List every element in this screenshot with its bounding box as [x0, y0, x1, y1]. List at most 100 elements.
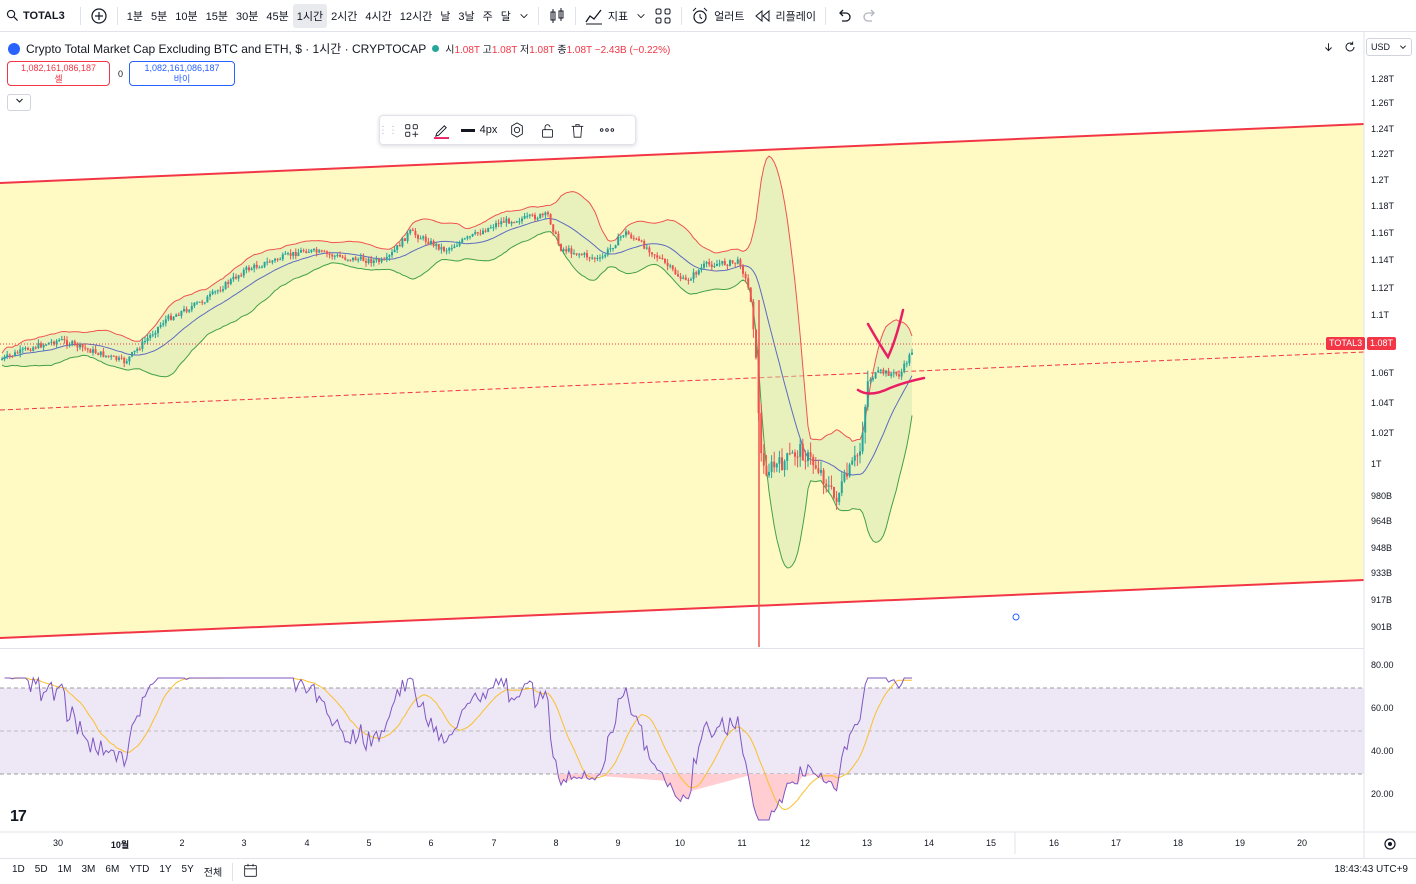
interval-2[interactable]: 10분 [175, 10, 198, 23]
alert-button[interactable]: 얼러트 [687, 4, 748, 28]
price-tick-label: 1.02T [1371, 428, 1395, 438]
candle-body [760, 413, 763, 454]
layouts-button[interactable] [650, 4, 676, 28]
chart-title[interactable]: Crypto Total Market Cap Excluding BTC an… [26, 42, 427, 56]
drawing-settings-button[interactable] [502, 122, 532, 138]
range-0[interactable]: 1D [12, 864, 25, 875]
candle-body [175, 314, 178, 317]
lock-button[interactable] [532, 123, 562, 138]
legend-collapse-button[interactable] [7, 94, 31, 111]
date-range-button[interactable] [238, 863, 263, 881]
candle-body [541, 213, 544, 216]
line-width-icon [460, 128, 475, 132]
candle-body [422, 236, 425, 239]
delete-button[interactable] [562, 123, 592, 138]
price-tick-label: 1.04T [1371, 398, 1395, 408]
candle-body [255, 264, 258, 268]
candle-body [729, 260, 731, 266]
tradingview-logo[interactable]: 17 [10, 808, 27, 825]
chart-type-button[interactable] [544, 4, 570, 28]
indicators-button[interactable]: 지표 [581, 4, 632, 28]
interval-0[interactable]: 1분 [126, 10, 144, 23]
interval-dropdown[interactable] [515, 4, 533, 28]
indicators-dropdown[interactable] [632, 4, 650, 28]
pane-divider[interactable] [0, 648, 1364, 649]
interval-4[interactable]: 30분 [235, 10, 259, 23]
undo-button[interactable] [831, 4, 857, 28]
interval-6[interactable]: 1시간 [292, 3, 328, 28]
drawing-anchor-point[interactable] [1012, 613, 1020, 621]
interval-9[interactable]: 12시간 [399, 10, 433, 23]
line-width-button[interactable]: 4px [456, 124, 502, 136]
interval-13[interactable]: 달 [500, 10, 511, 23]
interval-3[interactable]: 15분 [205, 10, 228, 23]
settings-gear-icon[interactable] [1384, 838, 1396, 850]
channel-median-line[interactable] [0, 351, 1365, 411]
undo-icon [839, 9, 851, 22]
range-6[interactable]: 1Y [159, 864, 172, 875]
candle-body [164, 319, 167, 324]
symbol-search[interactable]: TOTAL3 [0, 9, 75, 22]
candle-body [549, 214, 552, 225]
price-tick-label: 1.16T [1371, 228, 1395, 238]
clock-timezone[interactable]: 18:43:43 UTC+9 [1334, 864, 1408, 875]
replay-button[interactable]: 리플레이 [749, 4, 820, 28]
brush-drawing-underline[interactable] [856, 376, 926, 395]
channel-bottom-line[interactable] [0, 579, 1365, 639]
top-toolbar: TOTAL3 1분 5분 10분 15분 30분 45분 1시간 2시간 4시간 12시간 날 3날 주… [0, 0, 1416, 32]
more-button[interactable] [592, 127, 622, 133]
download-button[interactable] [1320, 38, 1336, 56]
channel-top-line[interactable] [0, 123, 1365, 184]
interval-10[interactable]: 날 [440, 10, 451, 23]
interval-7[interactable]: 2시간 [331, 10, 358, 23]
candle-body [648, 247, 651, 253]
candle-body [354, 257, 357, 261]
range-5[interactable]: YTD [129, 864, 150, 875]
sell-button[interactable]: 1,082,161,086,187 셀 [7, 61, 110, 86]
time-tick-label: 18 [1172, 838, 1184, 848]
candle-body [606, 249, 609, 255]
candle-body [775, 463, 778, 468]
range-4[interactable]: 6M [105, 864, 120, 875]
range-3[interactable]: 3M [81, 864, 96, 875]
redo-button[interactable] [857, 4, 883, 28]
candle-body [528, 214, 531, 216]
candle-body [612, 248, 614, 250]
refresh-button[interactable] [1342, 38, 1358, 56]
line-color-button[interactable] [426, 122, 456, 139]
candle-body [362, 256, 365, 262]
compare-button[interactable] [86, 4, 112, 28]
candle-body [391, 252, 393, 256]
interval-5[interactable]: 45분 [266, 10, 289, 23]
candle-body [669, 265, 672, 267]
brush-drawing-check[interactable] [866, 308, 905, 360]
buy-button[interactable]: 1,082,161,086,187 바이 [129, 61, 235, 86]
candle-body [651, 252, 653, 255]
interval-8[interactable]: 4시간 [365, 10, 392, 23]
candle-body [227, 282, 230, 284]
candle-body [443, 247, 445, 252]
candle-body [222, 289, 224, 291]
candle-body [781, 457, 783, 471]
rsi-tick-label: 40.00 [1371, 746, 1394, 756]
interval-1[interactable]: 5분 [151, 10, 168, 23]
drag-handle[interactable]: ⋮⋮ [378, 124, 398, 136]
candle-body [749, 287, 752, 302]
interval-12[interactable]: 주 [482, 10, 493, 23]
currency-select[interactable]: USD [1366, 38, 1412, 56]
candle-body [294, 251, 297, 257]
interval-11[interactable]: 3날 [458, 10, 475, 23]
range-8[interactable]: 전체 [203, 868, 223, 879]
range-2[interactable]: 1M [57, 864, 72, 875]
candle-body [136, 348, 139, 351]
candle-body [375, 259, 378, 261]
range-7[interactable]: 5Y [181, 864, 194, 875]
price-tick-label: 1.18T [1371, 201, 1395, 211]
range-1[interactable]: 5D [34, 864, 48, 875]
candle-body [817, 468, 820, 473]
template-button[interactable] [396, 123, 426, 138]
time-tick-label: 13 [861, 838, 873, 848]
add-circle-icon [91, 7, 107, 24]
candle-body [872, 378, 874, 380]
